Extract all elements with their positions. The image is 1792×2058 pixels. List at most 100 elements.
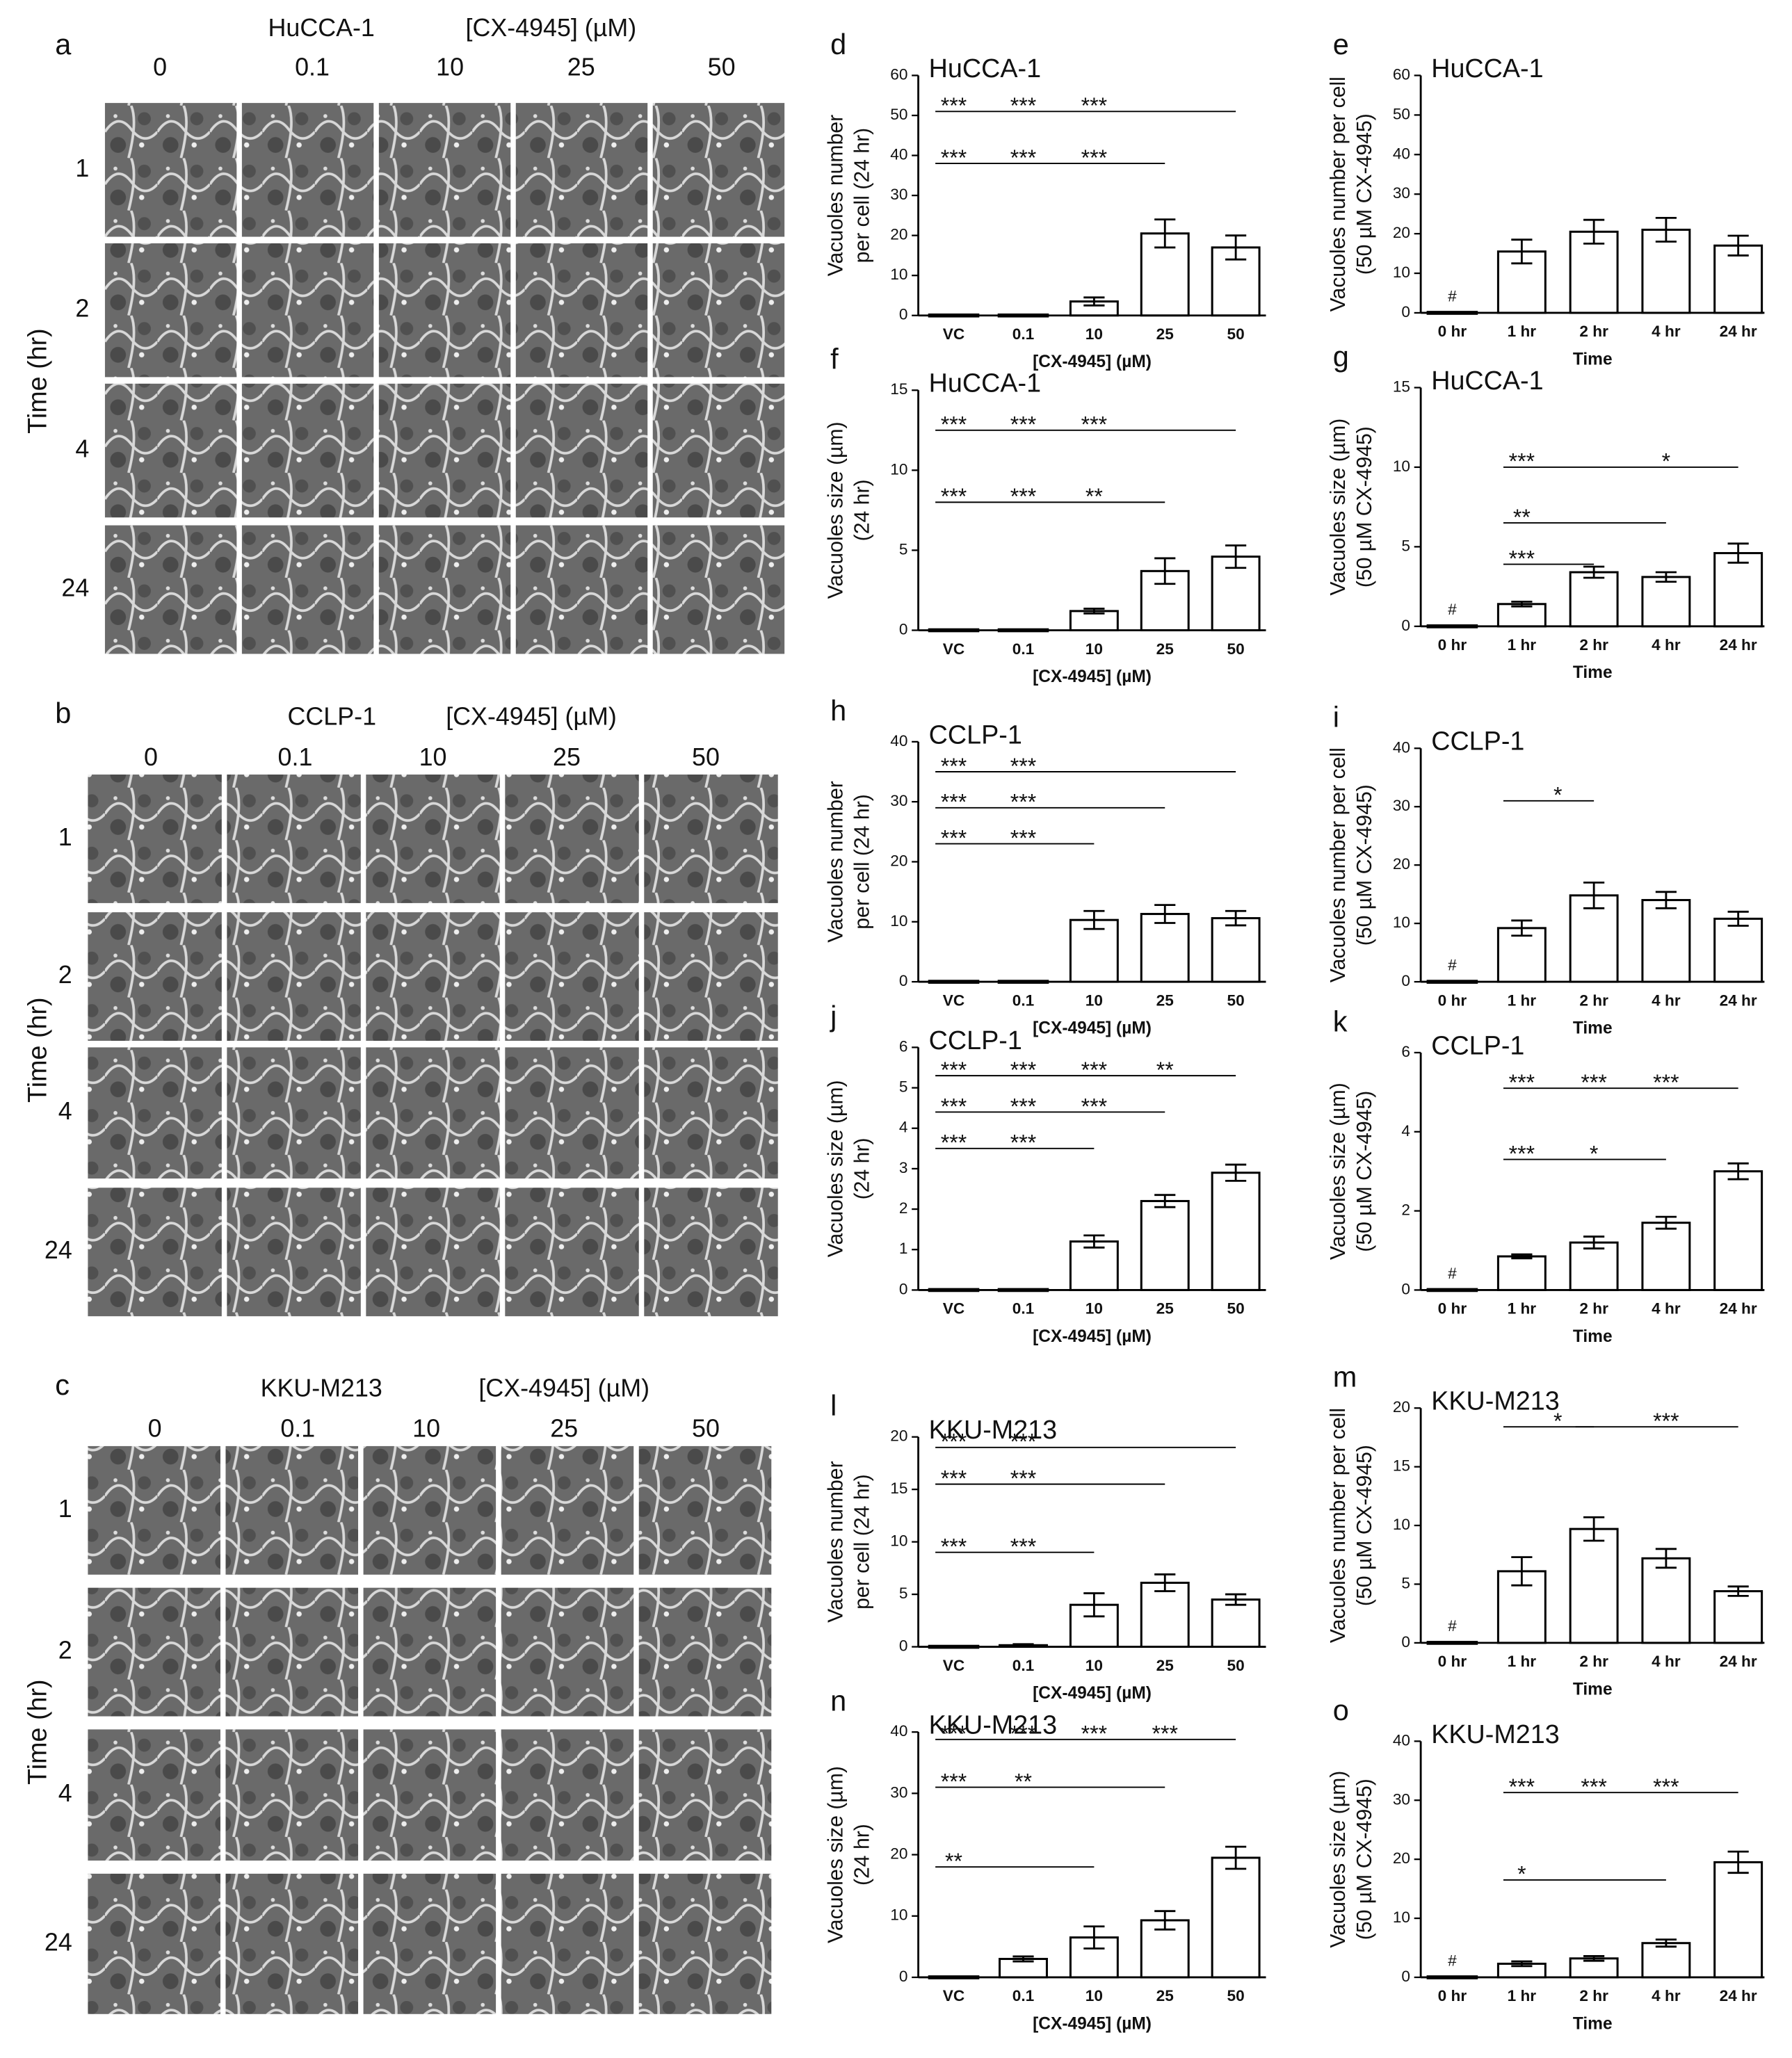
y-axis-label: Vacuoles size (µm) [1327,1083,1350,1260]
y-tick-label: 30 [1393,797,1410,814]
chart-title: CCLP-1 [1431,727,1524,756]
x-tick-label: 4 hr [1652,991,1681,1009]
significance-label: *** [941,1058,967,1083]
error-bar [1154,218,1176,249]
chart-title: CCLP-1 [929,1026,1022,1055]
error-bar [1154,904,1176,924]
error-bar [1511,238,1533,265]
y-tick-label: 20 [890,852,907,869]
y-tick-label: 0 [899,972,908,989]
time-label: 4 [58,1779,72,1807]
x-tick-label: 4 hr [1652,1987,1681,2004]
panel-letter: f [830,343,839,375]
error-bar [1083,296,1105,307]
time-label: 1 [75,154,89,182]
y-tick-label: 5 [899,1078,908,1096]
chart-title: CCLP-1 [1431,1030,1524,1060]
micrograph [652,243,785,378]
y-tick-label: 0 [899,1637,908,1655]
x-axis-label: [CX-4945] (µM) [1033,1684,1152,1703]
micrograph [225,1587,359,1717]
error-bar [1225,234,1247,261]
error-bar [1583,218,1605,245]
panel-letter: g [1333,340,1349,373]
annotation: # [1448,1265,1457,1282]
significance-label: * [1590,1141,1598,1166]
panel-letter: k [1333,1005,1348,1037]
error-bar [1727,542,1749,564]
significance-label: *** [1010,1094,1036,1119]
micrograph [501,1873,634,2014]
significance-label: *** [941,1721,967,1747]
significance-label: *** [941,412,967,437]
error-bar [1154,1910,1176,1931]
micrograph [104,243,237,378]
y-axis-label: (24 hr) [850,1137,873,1199]
bar [1713,1861,1763,1979]
y-tick-label: 10 [1393,914,1410,931]
x-tick-label: 50 [1227,991,1245,1009]
bar [1211,1172,1261,1291]
x-tick-label: 1 hr [1508,1987,1537,2004]
y-tick-label: 5 [899,1585,908,1602]
significance-label: *** [1509,1070,1535,1095]
micrograph [104,525,237,654]
chart-title: CCLP-1 [929,720,1022,749]
x-axis-label: Time [1573,1327,1613,1346]
error-bar [1154,1573,1176,1592]
micrograph [88,1047,222,1179]
micrograph [88,1445,220,1575]
x-axis-label: [CX-4945] (µM) [1033,353,1152,371]
panel-letter: e [1333,28,1349,60]
y-tick-label: 40 [1393,738,1410,756]
time-axis-label: Time (hr) [23,328,52,434]
micrograph [515,103,648,237]
x-tick-label: 0.1 [1012,1987,1034,2004]
bar [1641,899,1691,983]
error-bar [1083,1234,1105,1249]
significance-label: *** [1581,1070,1606,1095]
x-tick-label: 0.1 [1012,325,1034,343]
micrograph [644,1047,778,1179]
significance-label: * [1553,1409,1562,1434]
significance-label: *** [1010,1058,1036,1083]
x-axis-label: Time [1573,1680,1613,1699]
time-label: 2 [75,295,89,323]
x-axis-label: [CX-4945] (µM) [1033,1019,1152,1037]
conc-label: 10 [419,743,447,771]
x-tick-label: 24 hr [1720,1987,1757,2004]
y-axis-label: Vacuoles number [825,1461,848,1623]
y-axis-label: per cell (24 hr) [850,794,873,930]
time-label: 24 [45,1928,72,1956]
error-bar [1225,1163,1247,1182]
error-bar [1225,1593,1247,1606]
bar [1496,603,1547,628]
bar [1713,552,1763,628]
x-tick-label: 0.1 [1012,1657,1034,1674]
time-axis-label: Time (hr) [23,1679,52,1785]
significance-label: *** [941,1429,967,1455]
x-tick-label: 25 [1156,640,1174,658]
y-tick-label: 30 [1393,1790,1410,1808]
significance-label: *** [1081,1721,1107,1747]
chart-title: KKU-M213 [1431,1719,1559,1749]
chart-title: HuCCA-1 [1431,54,1543,83]
micrograph [644,775,778,903]
micrograph [241,525,374,654]
significance-label: *** [1010,1534,1036,1559]
significance-label: *** [1010,825,1036,850]
error-bar [1225,544,1247,569]
micrograph [638,1587,772,1717]
error-bar [1655,571,1677,583]
y-tick-label: 15 [1393,378,1410,395]
significance-label: *** [1081,93,1107,118]
micrograph [505,775,639,903]
y-tick-label: 40 [890,1722,907,1740]
y-tick-label: 4 [899,1119,908,1136]
x-tick-label: VC [943,1300,964,1318]
conc-axis-label: [CX-4945] (µM) [466,14,637,42]
time-label: 24 [61,574,89,601]
y-tick-label: 0 [1401,1280,1410,1297]
x-tick-label: 10 [1085,325,1103,343]
error-bar [1583,881,1605,909]
